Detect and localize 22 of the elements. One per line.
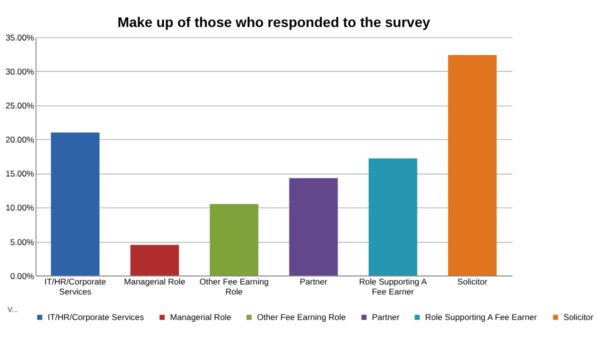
x-tick-label: Other Fee Earning Role [200,276,269,297]
legend-label: Solicitor [563,312,594,322]
y-tick-label: 5.00% [10,236,35,247]
x-tick-label: IT/HR/Corporate Services [44,276,106,297]
x-tick-label: Role Supporting A Fee Earner [359,276,428,297]
y-tick-label: 20.00% [6,134,35,145]
x-tick-label: Solicitor [457,276,488,286]
y-tick-label: 30.00% [6,66,35,77]
y-tick-label: 0.00% [10,270,35,281]
legend-label: IT/HR/Corporate Services [48,312,144,322]
x-tick-label: Managerial Role [124,276,186,286]
legend-label: Partner [372,312,400,322]
y-tick-label: 15.00% [6,168,35,179]
chart-title: Make up of those who responded to the survey [117,14,430,30]
text: V... [7,304,18,314]
legend-label: Other Fee Earning Role [256,312,346,322]
y-tick-label: 10.00% [6,202,35,213]
x-tick-label: Partner [300,276,328,286]
y-tick-label: 25.00% [6,100,35,111]
y-tick-label: 35.00% [6,32,35,43]
legend-label: Managerial Role [170,312,232,322]
legend-label: Role Supporting A Fee Earner [425,312,538,322]
